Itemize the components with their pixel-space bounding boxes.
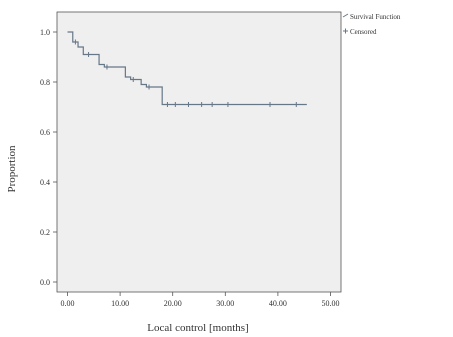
censored-marker [173, 102, 178, 107]
censored-marker [131, 77, 136, 82]
plot-frame [56, 11, 342, 293]
legend-censored-swatch [343, 28, 348, 34]
y-tick-label: 0.2 [40, 228, 50, 237]
censored-marker [186, 102, 191, 107]
y-axis: 0.0 0.2 0.4 0.6 0.8 1.0 [40, 28, 57, 287]
legend: Survival Function Censored [342, 13, 401, 36]
y-axis-title: Proportion [6, 145, 18, 193]
y-tick-label: 0.8 [40, 78, 50, 87]
y-tick-label: 1.0 [40, 28, 50, 37]
x-tick-label: 50.00 [321, 299, 339, 308]
x-axis-title: Local control [months] [147, 322, 248, 334]
x-tick-label: 40.00 [269, 299, 287, 308]
censored-marker [210, 102, 215, 107]
plot-area [56, 11, 342, 293]
x-axis: 0.00 10.00 20.00 30.00 40.00 50.00 [61, 292, 339, 308]
censored-marker [73, 39, 78, 45]
x-tick-label: 30.00 [216, 299, 234, 308]
censored-marker [268, 102, 272, 107]
legend-censored-label: Censored [350, 28, 377, 36]
y-tick-label: 0.0 [40, 278, 50, 287]
x-tick-label: 10.00 [111, 299, 129, 308]
series-layer [67, 31, 307, 107]
censored-marker [294, 102, 299, 107]
x-tick-label: 20.00 [164, 299, 182, 308]
legend-survival-swatch [342, 13, 349, 18]
censored-marker [86, 52, 91, 57]
legend-survival-label: Survival Function [350, 13, 401, 21]
censored-marker [225, 102, 230, 107]
censored-marker [199, 102, 204, 107]
censored-marker [165, 102, 170, 107]
y-tick-label: 0.6 [40, 128, 50, 137]
censored-marker [104, 64, 109, 70]
y-tick-label: 0.4 [40, 178, 50, 187]
x-tick-label: 0.00 [61, 299, 75, 308]
censored-marker [147, 84, 152, 90]
